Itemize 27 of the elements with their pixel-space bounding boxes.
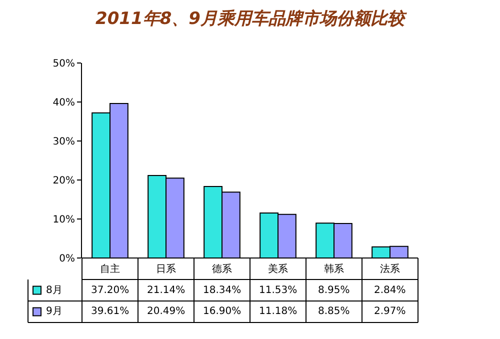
data-label: 8.85%: [318, 306, 350, 317]
data-label: 20.49%: [147, 306, 186, 317]
data-label: 2.97%: [374, 306, 406, 317]
legend-label: 8月: [46, 285, 62, 296]
y-tick-label: 30%: [52, 136, 75, 148]
y-tick-label: 40%: [52, 98, 75, 108]
x-tick-label: 法系: [380, 263, 400, 275]
data-label: 21.14%: [147, 285, 186, 296]
data-label: 37.20%: [91, 285, 130, 296]
data-label: 2.84%: [374, 285, 406, 296]
data-label: 11.18%: [259, 306, 298, 317]
chart-title: 2011年8、9月乘用车品牌市场份额比较: [96, 8, 408, 29]
data-label: 8.95%: [318, 285, 350, 296]
data-label: 39.61%: [91, 306, 130, 317]
legend-label: 9月: [46, 306, 62, 317]
x-tick-label: 自主: [100, 263, 120, 275]
x-tick-label: 日系: [156, 263, 176, 275]
y-tick-label: 20%: [52, 176, 75, 186]
x-tick-label: 美系: [268, 263, 288, 275]
data-label: 18.34%: [203, 285, 242, 296]
x-tick-label: 德系: [212, 263, 232, 275]
y-tick-label: 50%: [52, 58, 75, 70]
data-label: 11.53%: [259, 285, 298, 296]
data-label: 16.90%: [203, 306, 242, 317]
x-tick-label: 韩系: [324, 263, 344, 275]
y-tick-label: 0%: [59, 254, 75, 264]
y-tick-label: 10%: [52, 214, 75, 226]
